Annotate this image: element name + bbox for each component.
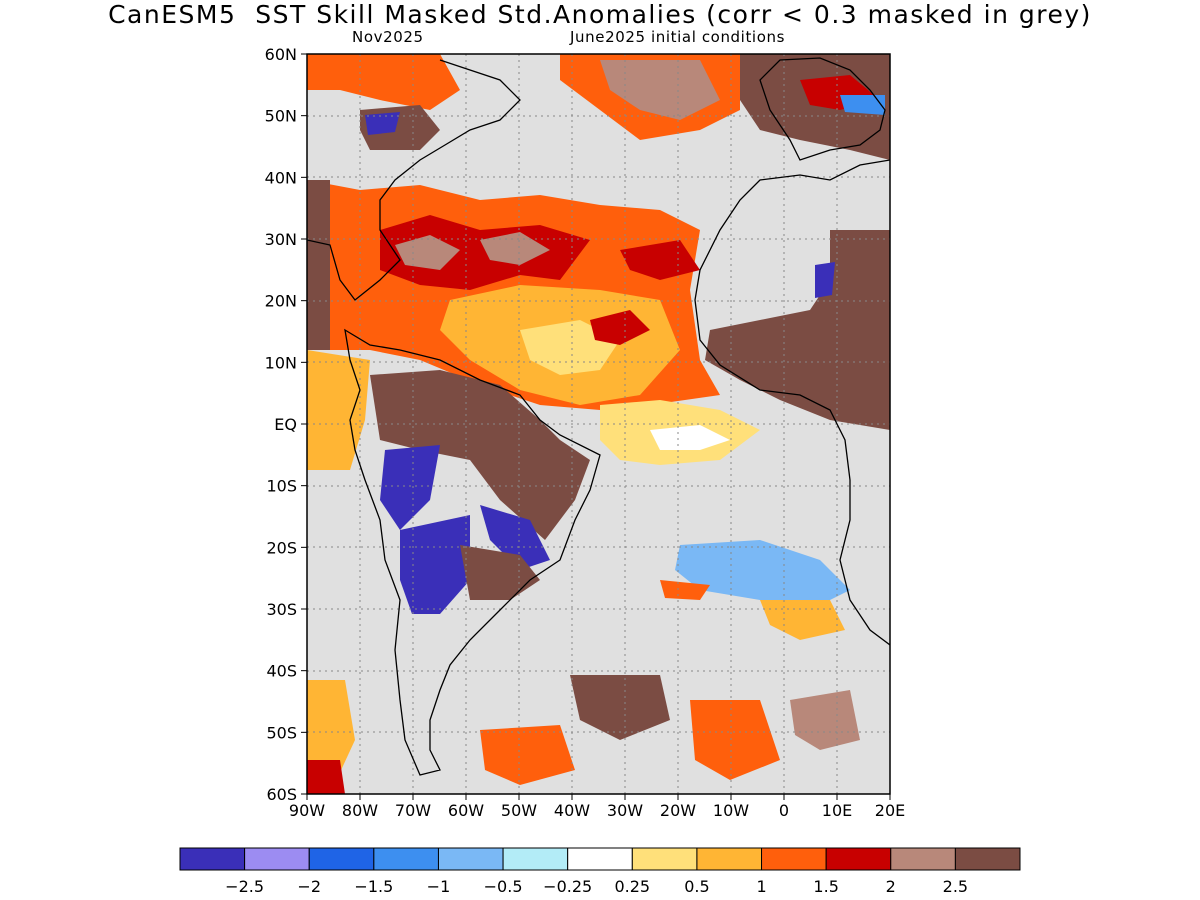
coastline-africa xyxy=(694,159,890,646)
latitude-label: 10S xyxy=(266,477,297,496)
latitude-label: 30S xyxy=(266,600,297,619)
longitude-label: 0 xyxy=(779,801,789,820)
anomaly-region xyxy=(840,95,885,115)
latitude-label: 20S xyxy=(266,538,297,557)
colorbar-swatch xyxy=(373,847,439,871)
latitude-label: 60N xyxy=(265,45,297,64)
colorbar-swatch xyxy=(696,847,763,871)
colorbar-label: −1.5 xyxy=(354,877,393,896)
coastline-south-america xyxy=(344,328,601,776)
anomaly-region xyxy=(395,235,460,270)
anomaly-region xyxy=(307,350,370,470)
longitude-label: 50W xyxy=(501,801,537,820)
anomaly-region xyxy=(600,60,720,120)
latitude-labels: 60N 50N 40N 30N 20N 10N EQ 10S 20S 30S 40S 50S 60S xyxy=(265,45,307,804)
anomaly-field xyxy=(307,54,890,794)
longitude-label: 30W xyxy=(607,801,643,820)
longitude-label: 90W xyxy=(289,801,325,820)
latitude-label: 10N xyxy=(265,353,297,372)
colorbar-swatch xyxy=(825,847,892,871)
colorbar-label: −0.5 xyxy=(484,877,523,896)
initial-conditions-label: June2025 initial conditions xyxy=(570,28,785,46)
colorbar-label: 0.25 xyxy=(614,877,650,896)
colorbar-swatch xyxy=(179,847,246,871)
longitude-label: 70W xyxy=(395,801,431,820)
colorbar-swatch xyxy=(502,847,569,871)
colorbar-swatch xyxy=(954,847,1021,871)
latitude-label: 40N xyxy=(265,168,297,187)
anomaly-region xyxy=(690,700,780,780)
latitude-label: 30N xyxy=(265,230,297,249)
anomaly-region xyxy=(815,262,835,298)
anomaly-region xyxy=(705,230,890,430)
coastline-north-america xyxy=(307,59,521,301)
anomaly-region xyxy=(650,425,730,450)
colorbar-label: −1 xyxy=(427,877,451,896)
colorbar-swatch xyxy=(890,847,956,871)
anomaly-region xyxy=(480,505,550,570)
latitude-label: EQ xyxy=(274,415,297,434)
anomaly-region xyxy=(370,370,590,540)
longitude-label: 60W xyxy=(448,801,484,820)
coastlines xyxy=(307,57,890,776)
latitude-label: 50N xyxy=(265,107,297,126)
colorbar-label: 2.5 xyxy=(943,877,968,896)
colorbar-swatch xyxy=(567,847,633,871)
anomaly-region xyxy=(570,675,670,740)
latitude-label: 60S xyxy=(266,785,297,804)
month-label: Nov2025 xyxy=(352,28,424,46)
colorbar-swatch xyxy=(631,847,698,871)
colorbar-swatch xyxy=(761,847,827,871)
longitude-labels: 90W 80W 70W 60W 50W 40W 30W 20W 10W 0 10E 20E xyxy=(289,794,905,820)
colorbar-label: 1 xyxy=(756,877,766,896)
anomaly-region xyxy=(380,445,440,530)
anomaly-region xyxy=(480,232,550,265)
longitude-label: 20W xyxy=(660,801,696,820)
anomaly-region xyxy=(307,180,330,350)
colorbar-swatch xyxy=(244,847,310,871)
longitude-label: 10W xyxy=(713,801,749,820)
anomaly-region xyxy=(590,310,650,345)
longitude-label: 10E xyxy=(822,801,852,820)
colorbar-label: 1.5 xyxy=(813,877,838,896)
colorbar-label: −0.25 xyxy=(543,877,592,896)
anomaly-region xyxy=(307,54,460,110)
colorbar-label: 2 xyxy=(886,877,896,896)
colorbar-label: −2 xyxy=(297,877,321,896)
colorbar-swatch xyxy=(437,847,504,871)
longitude-label: 80W xyxy=(342,801,378,820)
latitude-label: 40S xyxy=(266,662,297,681)
anomaly-region xyxy=(380,215,590,290)
longitude-label: 40W xyxy=(554,801,590,820)
colorbar-label: −2.5 xyxy=(225,877,264,896)
anomaly-region xyxy=(620,240,700,280)
anomaly-region xyxy=(660,580,710,600)
latitude-label: 20N xyxy=(265,292,297,311)
latitude-label: 50S xyxy=(266,723,297,742)
anomaly-region xyxy=(460,545,540,600)
anomaly-region xyxy=(675,540,850,605)
coastline-europe xyxy=(759,57,886,161)
anomaly-region xyxy=(760,600,845,640)
colorbar-swatch xyxy=(308,847,375,871)
anomaly-region xyxy=(400,515,470,614)
anomaly-region xyxy=(790,690,860,750)
anomaly-region xyxy=(365,112,400,135)
longitude-label: 20E xyxy=(875,801,905,820)
anomaly-region xyxy=(480,725,575,785)
colorbar: −2.5 −2 −1.5 −1 −0.5 −0.25 0.25 0.5 1 1.5 2 2.5 xyxy=(179,847,1021,896)
colorbar-label: 0.5 xyxy=(684,877,709,896)
map-title: CanESM5 SST Skill Masked Std.Anomalies (… xyxy=(108,0,1092,29)
anomaly-region xyxy=(307,760,345,794)
